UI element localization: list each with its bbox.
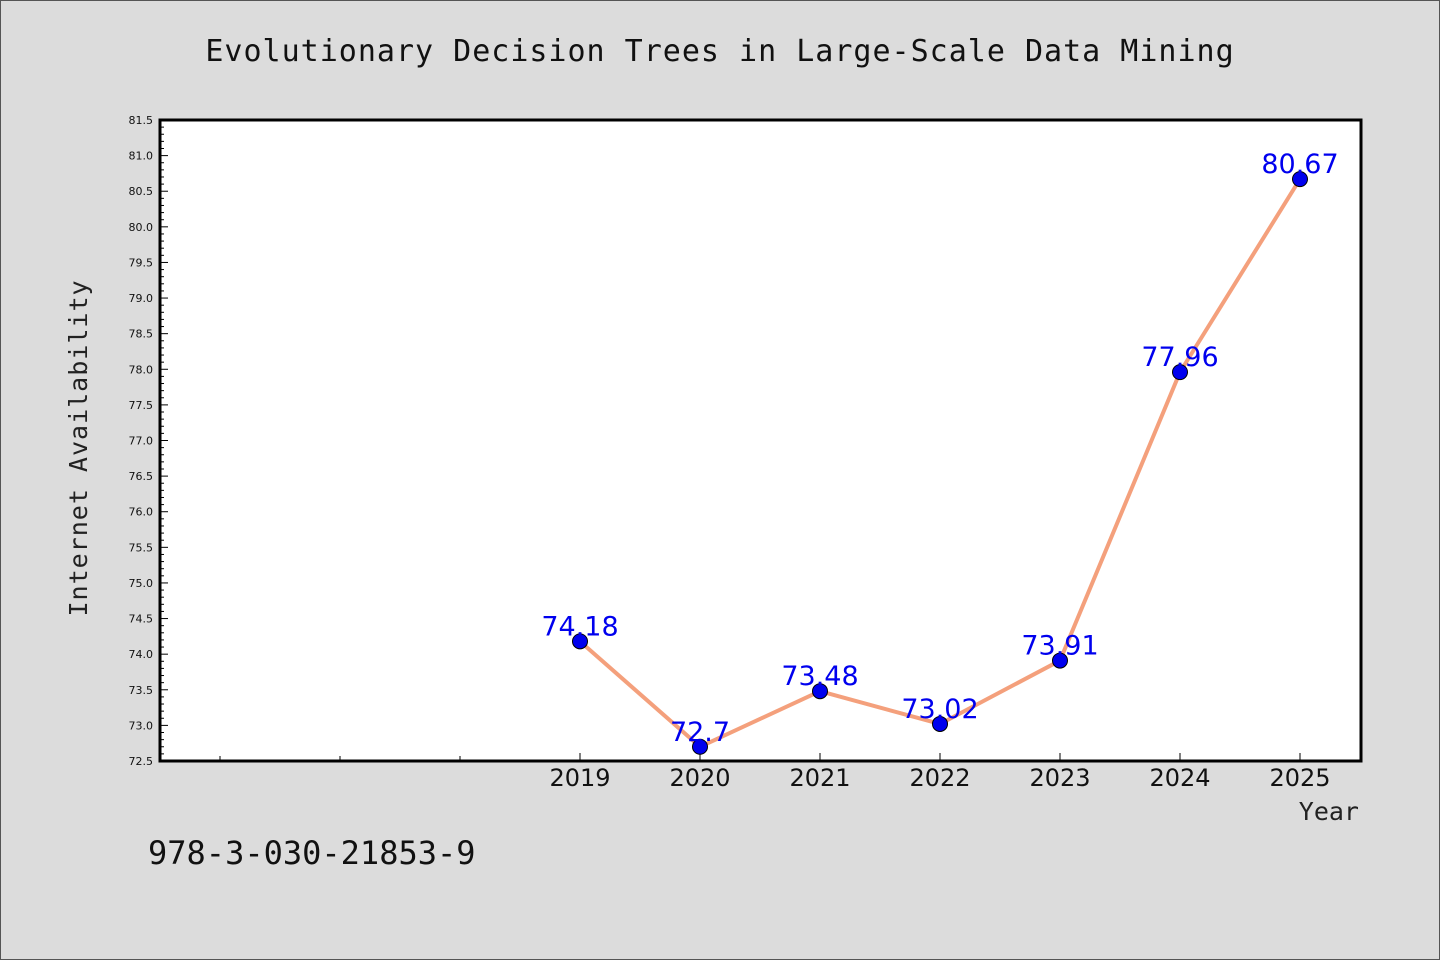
y-axis-title: Internet Availability xyxy=(64,279,93,616)
y-tick-label: 79.0 xyxy=(129,292,154,305)
data-label: 80.67 xyxy=(1261,149,1338,180)
data-point xyxy=(1052,652,1068,669)
data-label-group: 74.18 72.7 73.48 73.02 73.91 77.96 80.67 xyxy=(541,149,1338,748)
y-tick-label: 77.5 xyxy=(129,399,154,412)
x-axis-title: Year xyxy=(1299,797,1359,826)
y-tick-label: 76.0 xyxy=(129,506,154,519)
data-label: 72.7 xyxy=(670,717,730,748)
y-tick-label: 80.0 xyxy=(129,221,154,234)
plot-area xyxy=(158,118,1363,763)
marker-group xyxy=(572,171,1308,755)
data-label: 77.96 xyxy=(1141,342,1218,373)
data-point xyxy=(1292,171,1308,188)
isbn-text: 978-3-030-21853-9 xyxy=(148,834,476,872)
y-tick-label: 81.0 xyxy=(129,150,154,163)
data-point xyxy=(932,715,948,732)
y-tick-label: 74.0 xyxy=(129,648,154,661)
y-tick-label: 74.5 xyxy=(129,613,154,626)
x-tick-label: 2024 xyxy=(1149,764,1210,792)
x-tick-label: 2020 xyxy=(669,764,730,792)
y-tick-label: 73.0 xyxy=(129,719,154,732)
data-point xyxy=(812,683,828,700)
y-tick-label: 75.5 xyxy=(129,541,154,554)
y-tick-label: 79.5 xyxy=(129,256,154,269)
data-point xyxy=(572,633,588,650)
x-tick-label: 2019 xyxy=(549,764,610,792)
y-tick-label: 72.5 xyxy=(129,755,154,768)
y-tick-label: 81.5 xyxy=(129,114,154,127)
x-tick-label: 2025 xyxy=(1269,764,1330,792)
x-tick-label: 2022 xyxy=(909,764,970,792)
x-tick-label: 2021 xyxy=(789,764,850,792)
y-axis: 72.5 73.0 73.5 74.0 74.5 75.0 75.5 76.0 76.5 77.0… xyxy=(129,114,168,768)
y-tick-label: 77.0 xyxy=(129,435,154,448)
y-tick-label: 76.5 xyxy=(129,470,154,483)
data-label: 73.48 xyxy=(781,661,858,692)
data-point xyxy=(1172,364,1188,381)
y-tick-label: 80.5 xyxy=(129,185,154,198)
data-label: 73.02 xyxy=(901,694,978,725)
y-tick-label: 73.5 xyxy=(129,684,154,697)
y-tick-label: 78.0 xyxy=(129,363,154,376)
data-point xyxy=(692,738,708,755)
data-label: 73.91 xyxy=(1021,631,1098,662)
y-tick-label: 78.5 xyxy=(129,328,154,341)
data-label: 74.18 xyxy=(541,611,618,642)
chart-title: Evolutionary Decision Trees in Large-Sca… xyxy=(205,34,1235,69)
y-tick-label: 75.0 xyxy=(129,577,154,590)
x-tick-label: 2023 xyxy=(1029,764,1090,792)
